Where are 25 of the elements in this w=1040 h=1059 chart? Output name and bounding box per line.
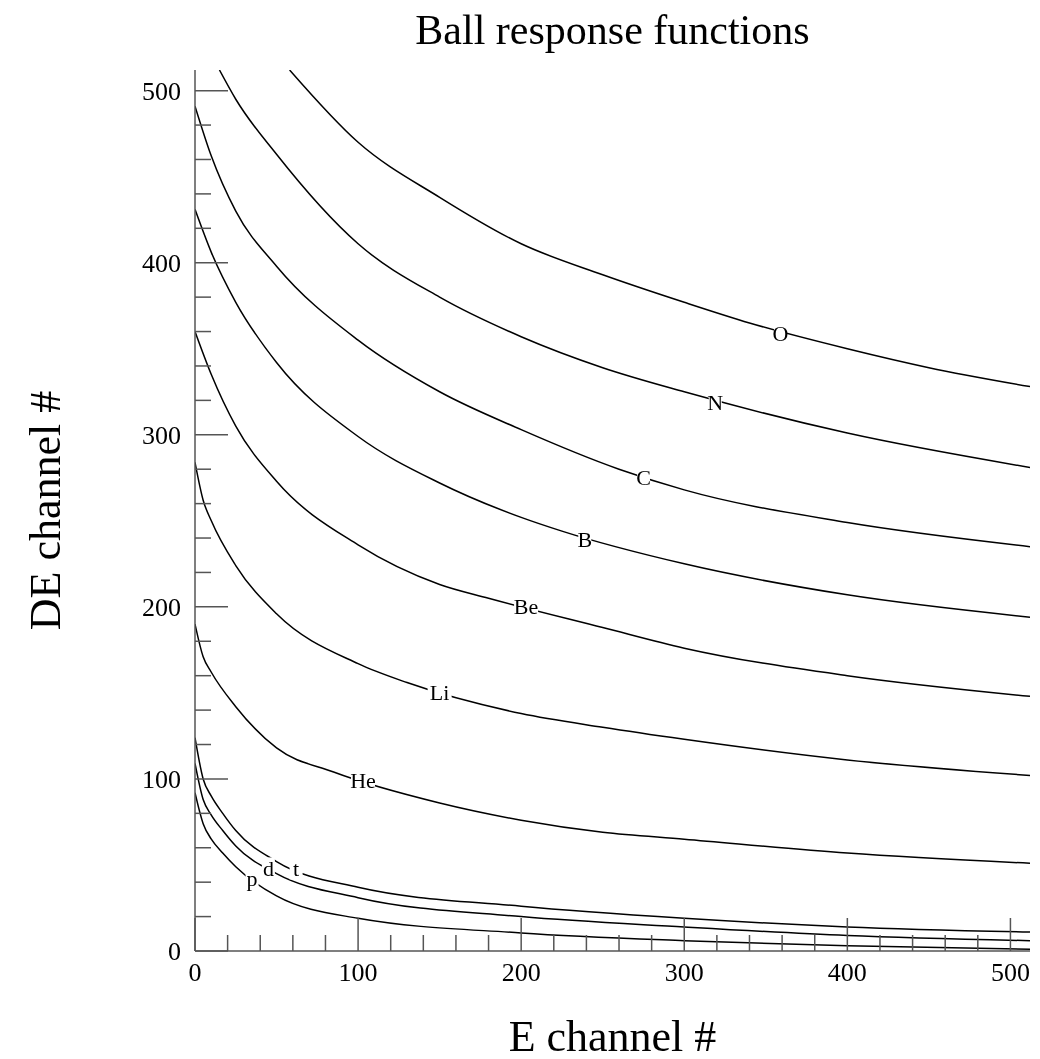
x-tick-label: 400: [827, 958, 867, 987]
y-tick-label: 100: [142, 764, 181, 794]
annotation: B: [577, 527, 593, 553]
annotation: C: [636, 465, 651, 491]
x-tick-label: 200: [501, 958, 541, 987]
annotation: d: [262, 855, 274, 881]
x-tick-label: 100: [338, 958, 378, 987]
annotation: O: [772, 320, 789, 346]
x-axis-title: E channel #: [508, 1012, 717, 1059]
y-tick-label: 400: [142, 248, 181, 278]
annotation: p: [246, 866, 258, 892]
x-tick-label: 300: [664, 958, 704, 987]
y-tick-label: 300: [142, 420, 181, 450]
y-tick-label: 500: [142, 76, 181, 106]
annotation: t: [293, 855, 300, 881]
annotation: N: [707, 389, 724, 415]
x-tick-label: 500: [990, 958, 1030, 987]
y-axis-title: DE channel #: [20, 390, 70, 631]
x-tick-label: 0: [188, 958, 202, 987]
annotation: He: [350, 768, 376, 794]
y-tick-label: 200: [142, 592, 181, 622]
y-tick-label: 0: [168, 937, 181, 966]
chart-title: Ball response functions: [414, 6, 811, 54]
annotation: Li: [429, 680, 450, 706]
annotation: Be: [513, 594, 539, 620]
